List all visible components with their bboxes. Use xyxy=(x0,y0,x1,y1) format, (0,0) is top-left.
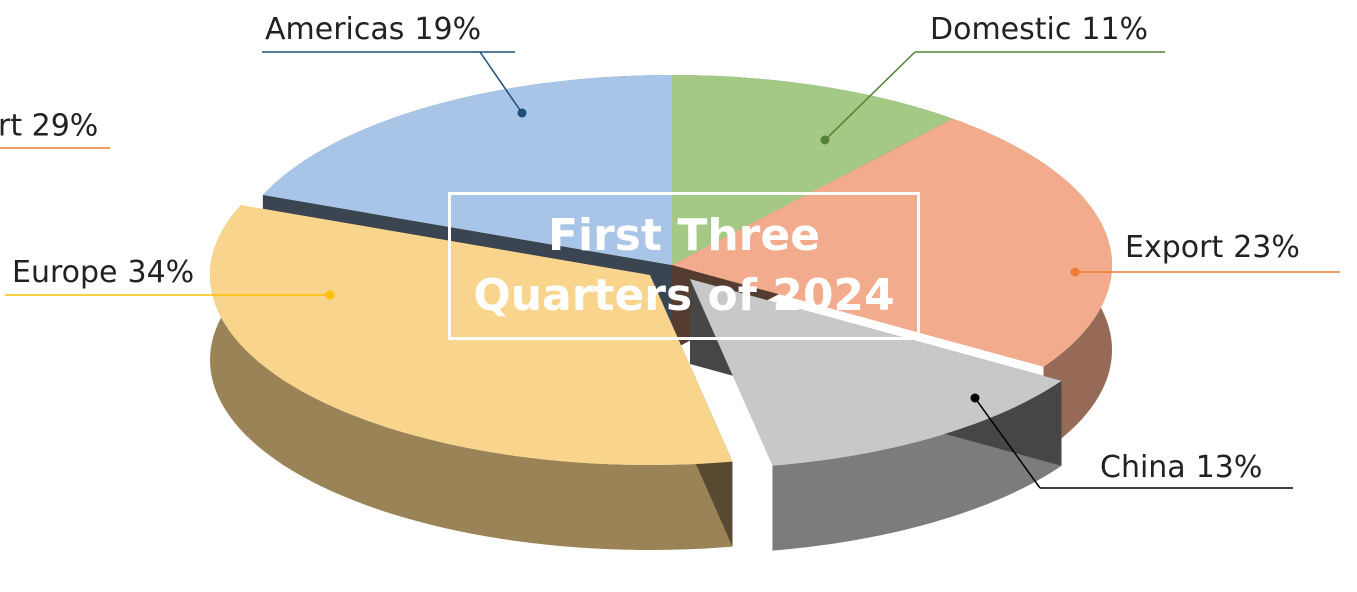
category-label: Europe xyxy=(12,255,118,290)
pie-slice xyxy=(690,279,1062,466)
value-label: 23% xyxy=(1233,230,1300,265)
value-label: 13% xyxy=(1196,450,1263,485)
leader-dot xyxy=(970,393,980,403)
category-label: China xyxy=(1100,450,1186,485)
pie-wall xyxy=(210,205,733,550)
leader-dot xyxy=(1070,267,1080,277)
category-label: Americas xyxy=(265,12,404,47)
leader-line xyxy=(479,51,523,114)
leader-dot xyxy=(325,290,335,300)
category-label: Domestic xyxy=(930,12,1071,47)
leader-line xyxy=(824,51,916,141)
data-label: Europe 34% xyxy=(12,255,194,290)
value-label: 19% xyxy=(414,12,481,47)
pie-slice xyxy=(262,75,672,265)
data-label: China 13% xyxy=(1100,450,1262,485)
category-label: Export xyxy=(1125,230,1223,265)
chart-title: First Three Quarters of 2024 xyxy=(448,192,920,340)
data-label: Americas 19% xyxy=(265,12,481,47)
pie-tops xyxy=(210,75,1112,466)
pie-slice xyxy=(210,205,733,465)
value-label: 11% xyxy=(1081,12,1148,47)
leader-dot xyxy=(517,108,527,118)
pie-slice xyxy=(672,75,953,265)
value-label: 34% xyxy=(128,255,195,290)
data-label: Domestic 11% xyxy=(930,12,1148,47)
data-label: Export 23% xyxy=(1125,230,1300,265)
pie-slice xyxy=(672,118,1112,367)
annotation: rt 29% xyxy=(0,109,98,144)
leader-line xyxy=(974,397,1041,489)
leader-dot xyxy=(820,135,830,145)
